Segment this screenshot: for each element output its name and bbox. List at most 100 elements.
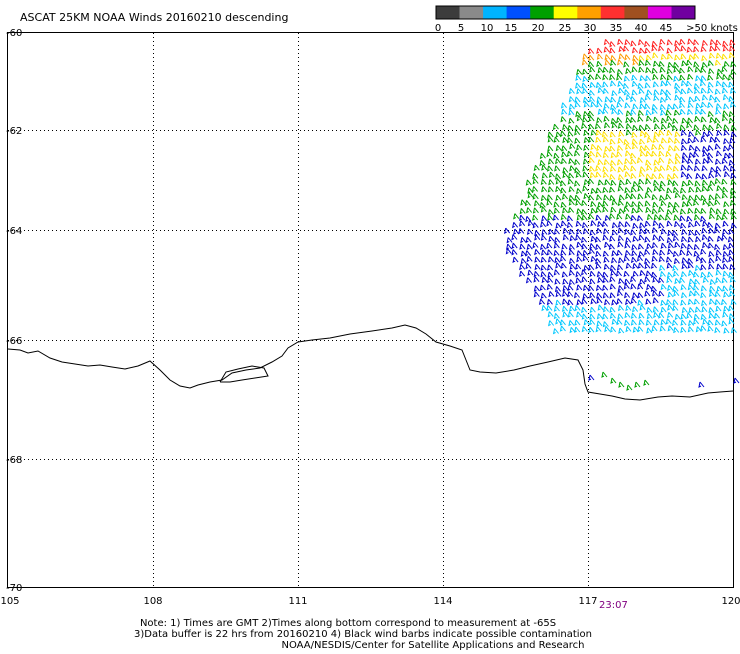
wind-barb [660,53,667,61]
wind-barb [673,75,680,83]
wind-barb [560,213,567,221]
wind-barb [555,158,562,165]
wind-barb [582,87,589,95]
wind-barb [590,255,597,263]
wind-barb [722,110,729,117]
wind-barb [582,96,589,104]
wind-barb [588,89,595,97]
wind-barb [595,326,602,333]
wind-barb [626,384,633,391]
wind-barb [547,158,554,165]
wind-barb [575,74,582,82]
wind-barb [560,116,567,123]
longitude-labels: 105 108 111 114 117 120 [0,596,740,607]
wind-barb [686,200,693,207]
wind-barb [611,318,618,325]
wind-barb [702,124,709,131]
legend-swatch [459,6,484,19]
wind-barb [716,214,723,221]
wind-barb [728,318,735,325]
wind-barb [576,68,583,76]
wind-barb [602,66,609,74]
wind-barb [723,291,730,298]
wind-barb [609,292,616,299]
wind-barb [686,164,693,172]
wind-barb [618,194,625,201]
wind-barb [681,263,688,270]
wind-barb [588,326,595,334]
wind-barb [653,311,660,319]
wind-barb [617,80,624,88]
wind-barb [694,115,701,123]
wind-barb [548,171,555,178]
wind-barb [526,255,533,263]
wind-barb [695,255,702,262]
wind-barb [588,123,595,130]
wind-barb [644,94,651,101]
wind-barb [532,172,539,180]
wind-barb [534,234,541,241]
wind-barb [681,60,688,67]
wind-barb [667,61,674,69]
wind-barb [721,186,728,194]
wind-barb [546,249,553,256]
map-frame [7,32,734,588]
wind-barb [630,297,637,304]
wind-barb [625,213,632,220]
wind-barb [674,241,681,249]
wind-barb [532,242,539,249]
wind-barb [574,194,581,202]
wind-barb [728,228,735,236]
wind-barb [552,328,559,335]
wind-barb [618,130,625,138]
wind-barb [602,74,609,81]
wind-barb [695,75,702,82]
wind-barb [694,306,701,313]
wind-barb [596,313,603,320]
wind-barb [651,255,658,263]
wind-barb [728,81,735,88]
wind-barb [679,124,686,131]
wind-barb [616,249,623,257]
wind-barb [644,192,651,199]
wind-barb [653,185,660,192]
wind-barb [687,236,694,243]
wind-barb [632,306,639,313]
wind-barb [644,276,651,283]
wind-barb [672,172,679,180]
wind-barb [562,124,569,131]
wind-barb [644,82,651,89]
wind-barb [708,213,715,220]
legend-swatch [671,6,696,19]
wind-barb [562,234,569,241]
wind-barb [597,304,604,311]
wind-barb [701,173,708,180]
wind-barb [685,80,692,87]
wind-barb [707,87,714,94]
wind-barb [702,199,709,206]
wind-barb [707,102,714,109]
wind-barb [707,152,714,159]
wind-barb [693,318,700,325]
wind-barb [707,60,714,67]
wind-barb [604,59,611,66]
wind-barb [553,207,560,214]
wind-barb [511,234,518,241]
wind-barb [574,124,581,132]
wind-barb [638,319,645,326]
wind-barb [672,180,679,187]
wind-barb [520,236,527,244]
wind-barb [709,39,716,46]
wind-barb [646,136,653,144]
wind-barb [667,325,674,332]
wind-barb [715,165,722,173]
wind-barb [617,137,624,144]
wind-barb [568,88,575,95]
wind-barb [583,101,590,108]
wind-barb [653,89,660,96]
lat-label-60: -60 [6,28,22,39]
wind-barb [652,306,659,313]
wind-barb [700,101,707,108]
wind-barb [590,101,597,108]
